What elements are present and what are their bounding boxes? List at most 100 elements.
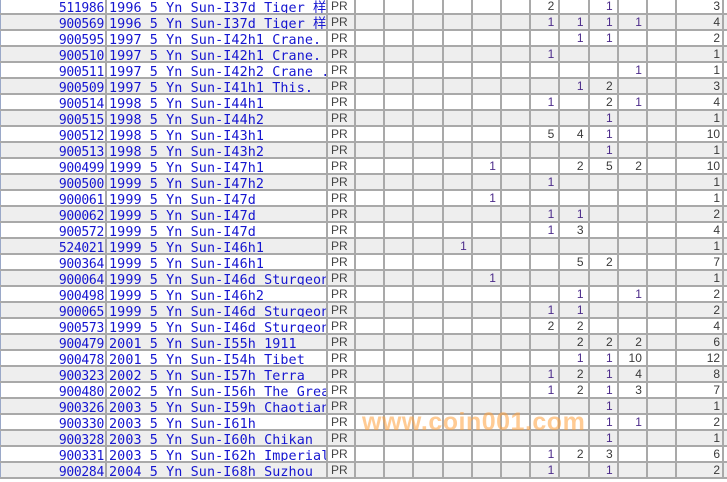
coin-id-link[interactable]: 900515	[0, 111, 107, 125]
grade-count-cell[interactable]: 1	[444, 239, 473, 253]
grade-count-cell[interactable]: 1	[473, 191, 502, 205]
coin-id-link[interactable]: 900480	[0, 383, 107, 397]
coin-id-link[interactable]: 524021	[0, 239, 107, 253]
coin-id-link[interactable]: 900062	[0, 207, 107, 221]
grade-count-cell[interactable]: 1	[619, 415, 648, 429]
grade-count-cell[interactable]: 3	[560, 223, 590, 237]
grade-count-cell[interactable]: 1	[560, 287, 590, 301]
total-count-cell[interactable]: 1	[677, 63, 725, 77]
coin-description-link[interactable]: 1999 5 Yn Sun-I47d	[107, 223, 328, 237]
coin-id-link[interactable]: 900509	[0, 79, 107, 93]
grade-count-cell[interactable]: 1	[590, 463, 619, 477]
grade-count-cell[interactable]: 10	[619, 351, 648, 365]
total-count-cell[interactable]: 6	[677, 447, 725, 461]
coin-id-link[interactable]: 900514	[0, 95, 107, 109]
coin-description-link[interactable]: 1997 5 Yn Sun-I42h2 Crane .	[109, 63, 328, 77]
grade-count-cell[interactable]: 1	[590, 127, 619, 141]
total-count-cell[interactable]: 2	[677, 415, 725, 429]
coin-id-link[interactable]: 900499	[0, 159, 107, 173]
coin-description-link[interactable]: 1996 5 Yn Sun-I37d Tiger 样	[109, 15, 328, 29]
grade-count-cell[interactable]: 1	[531, 447, 561, 461]
coin-id-link[interactable]: 900510	[0, 47, 107, 61]
coin-id-link[interactable]: 900511	[0, 63, 107, 77]
grade-count-cell[interactable]: 2	[560, 335, 590, 349]
grade-count-cell[interactable]: 1	[473, 271, 502, 285]
total-count-cell[interactable]: 10	[677, 159, 725, 173]
coin-description-link[interactable]: 1999 5 Yn Sun-I47d	[107, 207, 328, 221]
grade-count-cell[interactable]: 1	[531, 175, 561, 189]
grade-count-cell[interactable]: 1	[531, 15, 561, 29]
coin-id-link[interactable]: 511986	[0, 0, 107, 13]
coin-id-link[interactable]: 900065	[0, 303, 107, 317]
grade-count-cell[interactable]: 1	[590, 15, 619, 29]
grade-count-cell[interactable]: 1	[531, 223, 561, 237]
coin-id-link[interactable]: 900323	[0, 367, 107, 381]
grade-count-cell[interactable]: 3	[619, 383, 648, 397]
coin-description-link[interactable]: 1999 5 Yn Sun-I46h1	[107, 255, 328, 269]
grade-count-cell[interactable]: 1	[560, 31, 590, 45]
grade-count-cell[interactable]: 1	[590, 143, 619, 157]
total-count-cell[interactable]: 10	[677, 127, 725, 141]
grade-count-cell[interactable]: 5	[531, 127, 561, 141]
coin-description-link[interactable]: 1999 5 Yn Sun-I46h1	[107, 239, 328, 253]
grade-count-cell[interactable]: 1	[590, 111, 619, 125]
grade-count-cell[interactable]: 1	[560, 303, 590, 317]
coin-id-link[interactable]: 900573	[0, 319, 107, 333]
grade-count-cell[interactable]: 4	[619, 367, 648, 381]
coin-description-link[interactable]: 2003 5 Yn Sun-I60h Chikan	[107, 431, 328, 445]
coin-id-link[interactable]: 900513	[0, 143, 107, 157]
coin-id-link[interactable]: 900364	[0, 255, 107, 269]
grade-count-cell[interactable]: 1	[531, 47, 561, 61]
total-count-cell[interactable]: 3	[677, 0, 725, 13]
total-count-cell[interactable]: 1	[677, 111, 725, 125]
coin-id-link[interactable]: 900061	[0, 191, 107, 205]
coin-id-link[interactable]: 900331	[0, 447, 107, 461]
grade-count-cell[interactable]: 1	[531, 463, 561, 477]
grade-count-cell[interactable]: 1	[531, 95, 561, 109]
grade-count-cell[interactable]: 1	[590, 431, 619, 445]
grade-count-cell[interactable]: 2	[560, 319, 590, 333]
total-count-cell[interactable]: 6	[677, 335, 725, 349]
coin-description-link[interactable]: 1999 5 Yn Sun-I46d Sturgeon	[109, 303, 328, 317]
grade-count-cell[interactable]: 1	[590, 0, 619, 13]
total-count-cell[interactable]: 1	[677, 191, 725, 205]
grade-count-cell[interactable]: 2	[560, 367, 590, 381]
coin-id-link[interactable]: 900479	[0, 335, 107, 349]
total-count-cell[interactable]: 1	[677, 399, 725, 413]
total-count-cell[interactable]: 4	[677, 319, 725, 333]
total-count-cell[interactable]: 7	[677, 383, 725, 397]
grade-count-cell[interactable]: 1	[590, 415, 619, 429]
total-count-cell[interactable]: 2	[677, 287, 725, 301]
coin-description-link[interactable]: 2002 5 Yn Sun-I57h Terra	[107, 367, 328, 381]
grade-count-cell[interactable]: 1	[590, 367, 619, 381]
total-count-cell[interactable]: 1	[677, 239, 725, 253]
grade-count-cell[interactable]: 1	[590, 399, 619, 413]
coin-description-link[interactable]: 1999 5 Yn Sun-I46d Sturgeon	[109, 271, 328, 285]
grade-count-cell[interactable]: 1	[531, 303, 561, 317]
coin-id-link[interactable]: 900595	[0, 31, 107, 45]
coin-description-link[interactable]: 1998 5 Yn Sun-I43h2	[107, 143, 328, 157]
coin-description-link[interactable]: 1996 5 Yn Sun-I37d Tiger 样	[109, 0, 328, 13]
coin-description-link[interactable]: 1999 5 Yn Sun-I46d Sturgeon	[109, 319, 328, 333]
grade-count-cell[interactable]: 5	[590, 159, 619, 173]
coin-id-link[interactable]: 900498	[0, 287, 107, 301]
coin-description-link[interactable]: 2003 5 Yn Sun-I62h Imperial	[109, 447, 328, 461]
grade-count-cell[interactable]: 1	[560, 79, 590, 93]
coin-description-link[interactable]: 2002 5 Yn Sun-I56h The Grea	[109, 383, 328, 397]
total-count-cell[interactable]: 2	[677, 31, 725, 45]
grade-count-cell[interactable]: 1	[590, 31, 619, 45]
coin-description-link[interactable]: 2001 5 Yn Sun-I55h 1911	[107, 335, 328, 349]
coin-description-link[interactable]: 1998 5 Yn Sun-I44h1	[107, 95, 328, 109]
grade-count-cell[interactable]: 1	[531, 367, 561, 381]
grade-count-cell[interactable]: 1	[619, 15, 648, 29]
coin-description-link[interactable]: 2003 5 Yn Sun-I61h	[107, 415, 328, 429]
total-count-cell[interactable]: 1	[677, 47, 725, 61]
coin-id-link[interactable]: 900330	[0, 415, 107, 429]
total-count-cell[interactable]: 4	[677, 95, 725, 109]
total-count-cell[interactable]: 4	[677, 15, 725, 29]
grade-count-cell[interactable]: 1	[619, 95, 648, 109]
grade-count-cell[interactable]: 2	[560, 383, 590, 397]
grade-count-cell[interactable]: 1	[560, 207, 590, 221]
total-count-cell[interactable]: 1	[677, 271, 725, 285]
grade-count-cell[interactable]: 1	[619, 287, 648, 301]
